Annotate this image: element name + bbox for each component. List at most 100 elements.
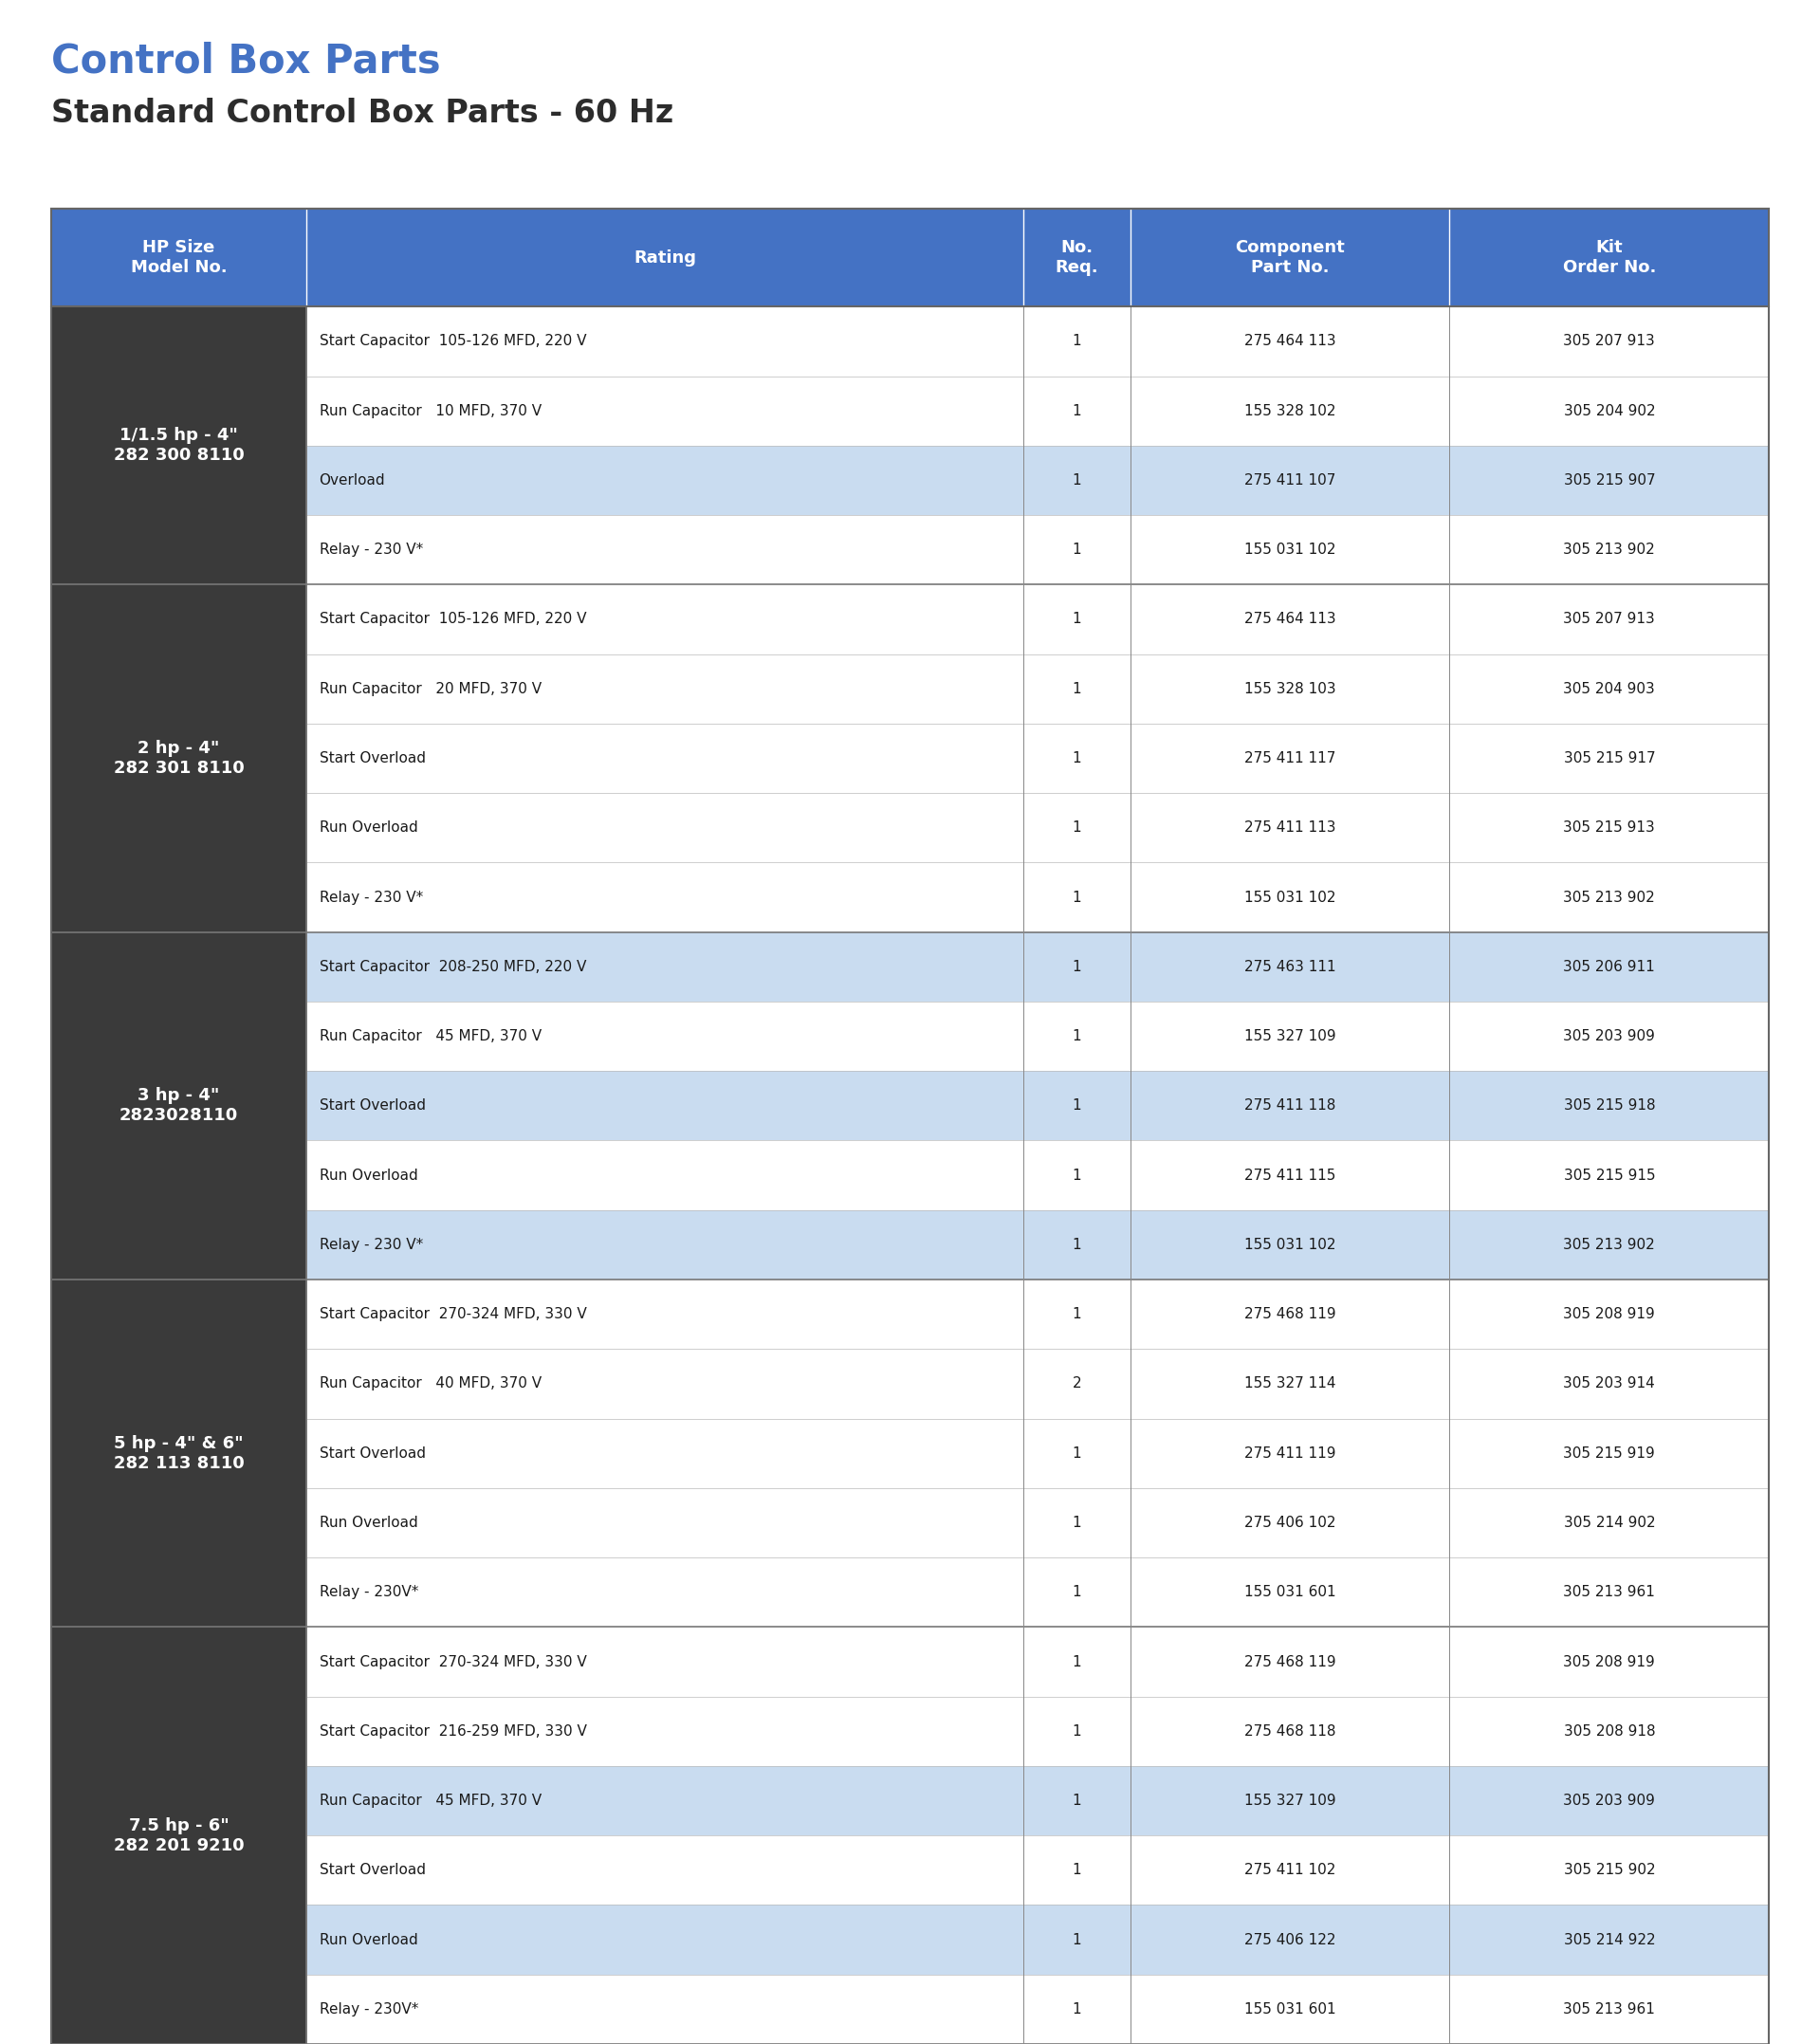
Bar	[306, 1210, 1769, 1280]
Text: 1: 1	[1072, 1656, 1081, 1668]
Text: 305 215 919: 305 215 919	[1563, 1447, 1654, 1459]
Text: Run Overload: Run Overload	[318, 1517, 417, 1529]
Bar	[306, 793, 1769, 863]
Text: 305 214 902: 305 214 902	[1563, 1517, 1654, 1529]
Text: 1: 1	[1072, 405, 1081, 417]
Text: 305 213 902: 305 213 902	[1563, 544, 1654, 556]
Text: 1: 1	[1072, 822, 1081, 834]
Bar	[306, 1905, 1769, 1975]
Text: 1: 1	[1072, 1795, 1081, 1807]
Text: 1: 1	[1072, 335, 1081, 347]
Bar	[306, 446, 1769, 515]
Text: Rating: Rating	[633, 249, 695, 266]
Text: 5 hp - 4" & 6"
282 113 8110: 5 hp - 4" & 6" 282 113 8110	[113, 1435, 244, 1472]
Text: 305 207 913: 305 207 913	[1563, 613, 1654, 625]
Text: 155 031 102: 155 031 102	[1245, 544, 1336, 556]
Bar	[306, 863, 1769, 932]
Text: 275 406 102: 275 406 102	[1245, 1517, 1336, 1529]
Text: 1: 1	[1072, 1586, 1081, 1598]
Text: 155 327 109: 155 327 109	[1245, 1030, 1336, 1042]
Bar	[306, 307, 1769, 376]
Bar	[306, 515, 1769, 585]
Text: 275 411 118: 275 411 118	[1245, 1100, 1336, 1112]
Text: 305 215 915: 305 215 915	[1563, 1169, 1654, 1181]
Text: 1: 1	[1072, 1864, 1081, 1876]
Text: 1: 1	[1072, 2003, 1081, 2015]
Text: 305 215 917: 305 215 917	[1563, 752, 1654, 764]
Text: 305 208 918: 305 208 918	[1563, 1725, 1654, 1737]
Text: Run Overload: Run Overload	[318, 822, 417, 834]
Text: Component
Part No.: Component Part No.	[1236, 239, 1345, 276]
Text: Overload: Overload	[318, 474, 386, 486]
Text: 305 203 914: 305 203 914	[1563, 1378, 1654, 1390]
Text: 275 411 113: 275 411 113	[1245, 822, 1336, 834]
Text: Start Overload: Start Overload	[318, 1864, 426, 1876]
Text: 2 hp - 4"
282 301 8110: 2 hp - 4" 282 301 8110	[113, 740, 244, 777]
Bar	[306, 1975, 1769, 2044]
Bar	[306, 376, 1769, 446]
Bar	[306, 1488, 1769, 1558]
Text: 275 411 117: 275 411 117	[1245, 752, 1336, 764]
Text: Relay - 230 V*: Relay - 230 V*	[318, 891, 422, 903]
Text: 275 468 119: 275 468 119	[1245, 1656, 1336, 1668]
Text: Run Capacitor   20 MFD, 370 V: Run Capacitor 20 MFD, 370 V	[318, 683, 541, 695]
Text: 305 214 922: 305 214 922	[1563, 1934, 1654, 1946]
Text: Run Overload: Run Overload	[318, 1934, 417, 1946]
Text: 1: 1	[1072, 683, 1081, 695]
Bar	[306, 1836, 1769, 1905]
Text: 275 463 111: 275 463 111	[1245, 961, 1336, 973]
Text: No.
Req.: No. Req.	[1056, 239, 1097, 276]
Text: 305 215 913: 305 215 913	[1563, 822, 1654, 834]
Text: Relay - 230V*: Relay - 230V*	[318, 1586, 419, 1598]
Text: 1: 1	[1072, 474, 1081, 486]
Text: 1: 1	[1072, 1934, 1081, 1946]
Bar	[306, 1349, 1769, 1419]
Text: 275 468 118: 275 468 118	[1245, 1725, 1336, 1737]
Text: 155 031 102: 155 031 102	[1245, 1239, 1336, 1251]
Text: 1: 1	[1072, 891, 1081, 903]
Text: 3 hp - 4"
2823028110: 3 hp - 4" 2823028110	[120, 1087, 238, 1124]
Text: Start Capacitor  270-324 MFD, 330 V: Start Capacitor 270-324 MFD, 330 V	[318, 1308, 586, 1320]
Bar	[51, 208, 1769, 307]
Text: 1: 1	[1072, 1308, 1081, 1320]
Text: 305 207 913: 305 207 913	[1563, 335, 1654, 347]
Bar	[306, 1697, 1769, 1766]
Bar	[306, 585, 1769, 654]
Text: 305 213 961: 305 213 961	[1563, 1586, 1654, 1598]
Text: 1: 1	[1072, 1169, 1081, 1181]
Bar	[306, 1558, 1769, 1627]
Text: 305 204 903: 305 204 903	[1563, 683, 1654, 695]
Text: 275 464 113: 275 464 113	[1245, 613, 1336, 625]
Bar	[51, 1280, 306, 1627]
Text: 155 031 102: 155 031 102	[1245, 891, 1336, 903]
Text: 305 213 961: 305 213 961	[1563, 2003, 1654, 2015]
Text: 275 406 122: 275 406 122	[1245, 1934, 1336, 1946]
Text: Relay - 230V*: Relay - 230V*	[318, 2003, 419, 2015]
Text: 305 215 902: 305 215 902	[1563, 1864, 1654, 1876]
Text: 155 328 102: 155 328 102	[1245, 405, 1336, 417]
Text: Kit
Order No.: Kit Order No.	[1563, 239, 1656, 276]
Text: 275 411 107: 275 411 107	[1245, 474, 1336, 486]
Bar	[306, 1627, 1769, 1697]
Text: 7.5 hp - 6"
282 201 9210: 7.5 hp - 6" 282 201 9210	[113, 1817, 244, 1854]
Bar	[306, 1002, 1769, 1071]
Text: 1: 1	[1072, 752, 1081, 764]
Bar	[306, 654, 1769, 724]
Text: Start Capacitor  270-324 MFD, 330 V: Start Capacitor 270-324 MFD, 330 V	[318, 1656, 586, 1668]
Text: 1: 1	[1072, 1239, 1081, 1251]
Text: 305 208 919: 305 208 919	[1563, 1308, 1654, 1320]
Text: 275 464 113: 275 464 113	[1245, 335, 1336, 347]
Text: Start Capacitor  216-259 MFD, 330 V: Start Capacitor 216-259 MFD, 330 V	[318, 1725, 586, 1737]
Text: 1: 1	[1072, 1030, 1081, 1042]
Text: Standard Control Box Parts - 60 Hz: Standard Control Box Parts - 60 Hz	[51, 98, 673, 129]
Text: 155 031 601: 155 031 601	[1245, 2003, 1336, 2015]
Text: 1: 1	[1072, 1725, 1081, 1737]
Text: 305 213 902: 305 213 902	[1563, 1239, 1654, 1251]
Bar	[51, 932, 306, 1280]
Text: 275 411 102: 275 411 102	[1245, 1864, 1336, 1876]
Text: 305 215 918: 305 215 918	[1563, 1100, 1654, 1112]
Text: Start Overload: Start Overload	[318, 1447, 426, 1459]
Bar	[51, 1627, 306, 2044]
Text: 155 031 601: 155 031 601	[1245, 1586, 1336, 1598]
Text: Relay - 230 V*: Relay - 230 V*	[318, 1239, 422, 1251]
